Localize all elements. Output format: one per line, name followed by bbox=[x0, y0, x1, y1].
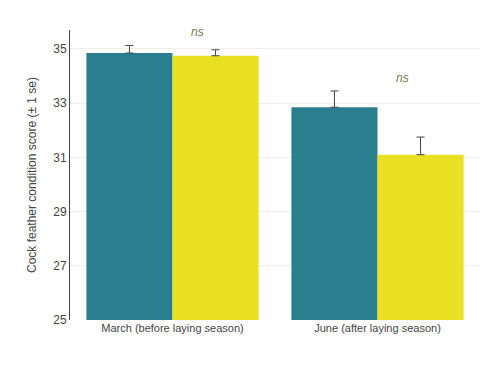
svg-text:33: 33 bbox=[53, 96, 67, 110]
svg-text:Cock feather condition score (: Cock feather condition score (± 1 se) bbox=[25, 77, 39, 273]
svg-text:29: 29 bbox=[53, 205, 67, 219]
svg-text:35: 35 bbox=[53, 42, 67, 56]
svg-text:June (after laying season): June (after laying season) bbox=[314, 322, 441, 334]
svg-text:ns: ns bbox=[191, 25, 204, 39]
svg-text:25: 25 bbox=[53, 313, 67, 327]
svg-text:March (before laying season): March (before laying season) bbox=[101, 322, 243, 334]
svg-text:31: 31 bbox=[53, 151, 67, 165]
svg-text:ns: ns bbox=[396, 71, 409, 85]
svg-text:27: 27 bbox=[53, 259, 67, 273]
